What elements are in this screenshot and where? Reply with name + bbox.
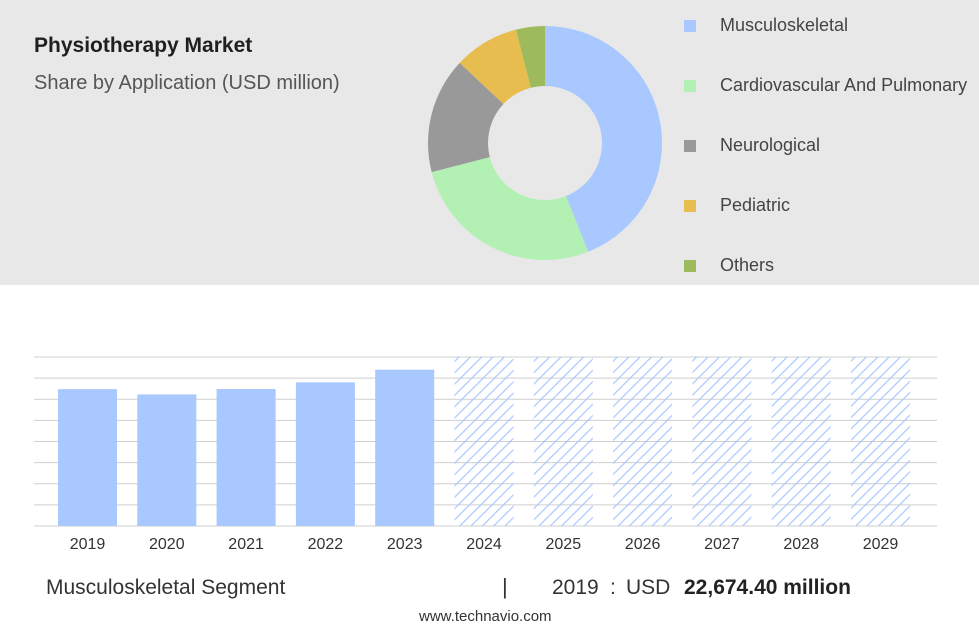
bar-2023 xyxy=(375,369,435,526)
x-tick-label: 2024 xyxy=(466,536,502,553)
highlight-year: 2019 xyxy=(552,576,599,599)
donut-slice-neurological xyxy=(428,62,504,173)
bar-2025 xyxy=(533,357,593,526)
x-tick-label: 2022 xyxy=(308,536,344,553)
bars xyxy=(58,357,910,526)
donut-slice-musculoskeletal xyxy=(545,26,662,252)
donut-slice-cardiovascular-and-pulmonary xyxy=(431,157,589,260)
bar-2021 xyxy=(216,388,276,526)
x-tick-label: 2029 xyxy=(863,536,899,553)
chart-title: Physiotherapy Market xyxy=(34,34,253,57)
bar-2026 xyxy=(613,357,673,526)
source-site: www.technavio.com xyxy=(419,608,552,625)
x-tick-label: 2021 xyxy=(228,536,264,553)
chart-subtitle: Share by Application (USD million) xyxy=(34,72,340,94)
x-tick-labels: 2019 2020 2021 2022 2023 2024 2025 2026 2027 2028… xyxy=(70,536,899,553)
x-tick-label: 2020 xyxy=(149,536,185,553)
bar-2029 xyxy=(851,357,910,526)
bar-2027 xyxy=(692,357,752,526)
currency-label: USD xyxy=(626,576,671,599)
x-tick-label: 2028 xyxy=(783,536,819,553)
donut-slice-others xyxy=(515,26,545,88)
legend-label: Neurological xyxy=(720,135,821,155)
x-tick-label: 2026 xyxy=(625,536,661,553)
bar-chart: 2019 2020 2021 2022 2023 2024 2025 2026 2027 2028… xyxy=(34,356,937,553)
x-tick-label: 2025 xyxy=(546,536,582,553)
bar-2020 xyxy=(137,394,197,526)
header-panel: Physiotherapy Market Share by Applicatio… xyxy=(0,0,979,285)
legend-swatch xyxy=(684,260,696,272)
legend-label: Pediatric xyxy=(720,195,791,215)
x-tick-label: 2027 xyxy=(704,536,740,553)
highlight-value: 22,674.40 million xyxy=(684,576,851,599)
donut-slice-pediatric xyxy=(459,29,531,104)
footer-separator: | xyxy=(502,574,508,599)
legend-label: Others xyxy=(720,255,775,275)
footer: Musculoskeletal Segment | 2019 : USD 22,… xyxy=(0,570,979,631)
segment-label: Musculoskeletal Segment xyxy=(46,576,286,599)
legend-label: Musculoskeletal xyxy=(720,15,849,35)
legend-swatch xyxy=(684,20,696,32)
footer-colon: : xyxy=(610,576,616,599)
legend-swatch xyxy=(684,80,696,92)
bar-2028 xyxy=(771,357,831,526)
legend: Musculoskeletal Cardiovascular And Pulmon… xyxy=(680,0,979,285)
legend-label: Cardiovascular And Pulmonary xyxy=(720,75,968,95)
x-tick-label: 2019 xyxy=(70,536,106,553)
legend-swatch xyxy=(684,200,696,212)
x-tick-label: 2023 xyxy=(387,536,423,553)
bar-2022 xyxy=(295,382,355,526)
bar-2019 xyxy=(58,389,117,526)
legend-swatch xyxy=(684,140,696,152)
donut-chart xyxy=(428,26,662,260)
bar-2024 xyxy=(454,357,514,526)
